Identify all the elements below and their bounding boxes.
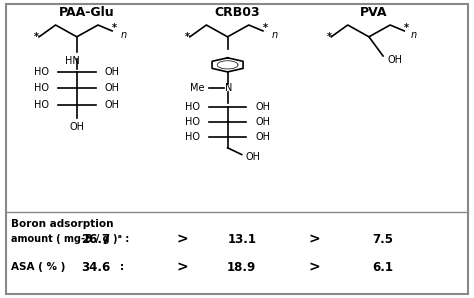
Text: HO: HO	[34, 100, 49, 110]
Text: HO: HO	[185, 132, 200, 142]
Text: HN: HN	[64, 56, 80, 66]
Text: 13.1: 13.1	[227, 232, 256, 246]
Text: n: n	[272, 30, 278, 40]
Text: 6.1: 6.1	[373, 260, 393, 274]
Text: OH: OH	[387, 55, 402, 66]
Text: *: *	[112, 23, 117, 33]
Text: OH: OH	[246, 152, 261, 162]
Text: 7.5: 7.5	[373, 232, 393, 246]
Text: OH: OH	[69, 122, 84, 132]
Text: N: N	[225, 83, 232, 93]
Text: *: *	[34, 32, 39, 42]
Text: HO: HO	[34, 83, 49, 94]
Text: *: *	[185, 32, 190, 42]
Text: >: >	[309, 232, 320, 246]
Text: *: *	[327, 32, 331, 42]
Text: HO: HO	[34, 67, 49, 77]
Text: HO: HO	[185, 102, 200, 112]
Text: >: >	[309, 260, 320, 274]
Text: n: n	[410, 30, 417, 40]
Text: *: *	[404, 23, 409, 33]
Text: :: :	[119, 262, 124, 272]
Text: amount ( mg-B / g )ᵃ :: amount ( mg-B / g )ᵃ :	[11, 234, 129, 244]
Text: Boron adsorption: Boron adsorption	[11, 219, 113, 229]
Text: 34.6: 34.6	[81, 260, 110, 274]
Text: OH: OH	[255, 117, 271, 127]
Text: OH: OH	[255, 132, 271, 142]
Text: PAA-Glu: PAA-Glu	[58, 6, 114, 19]
Text: n: n	[121, 30, 127, 40]
Text: 26.7: 26.7	[81, 232, 110, 246]
Text: HO: HO	[185, 117, 200, 127]
Text: PVA: PVA	[360, 6, 387, 19]
FancyBboxPatch shape	[6, 4, 468, 294]
Text: OH: OH	[105, 83, 119, 94]
Text: OH: OH	[105, 67, 119, 77]
Text: OH: OH	[255, 102, 271, 112]
Text: Me: Me	[190, 83, 204, 93]
Text: *: *	[263, 23, 268, 33]
Text: ASA ( % ): ASA ( % )	[11, 262, 65, 272]
Text: OH: OH	[105, 100, 119, 110]
Text: CRB03: CRB03	[214, 6, 260, 19]
Text: >: >	[177, 260, 189, 274]
Text: 18.9: 18.9	[227, 260, 256, 274]
Text: >: >	[177, 232, 189, 246]
